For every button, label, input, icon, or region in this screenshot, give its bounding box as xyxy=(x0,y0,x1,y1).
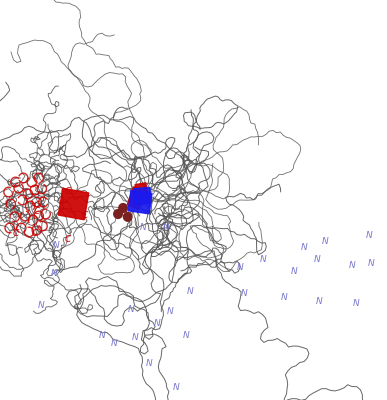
Text: N: N xyxy=(353,300,360,308)
Circle shape xyxy=(114,210,122,218)
Text: N: N xyxy=(368,260,375,268)
Text: N: N xyxy=(37,302,44,310)
Circle shape xyxy=(119,204,127,212)
Text: N: N xyxy=(53,242,60,250)
Text: N: N xyxy=(314,256,321,264)
Text: N: N xyxy=(51,270,58,278)
Text: N: N xyxy=(300,244,307,252)
Text: N: N xyxy=(316,298,323,306)
Text: C: C xyxy=(82,212,88,220)
Text: N: N xyxy=(349,262,356,270)
Text: C: C xyxy=(12,230,19,238)
Circle shape xyxy=(123,212,132,221)
Text: N: N xyxy=(132,334,139,342)
Text: C: C xyxy=(65,188,71,196)
Text: N: N xyxy=(240,290,247,298)
Text: N: N xyxy=(236,264,243,272)
Text: C: C xyxy=(34,208,40,216)
Text: N: N xyxy=(163,224,170,232)
Text: N: N xyxy=(182,332,189,340)
Text: N: N xyxy=(140,224,147,232)
Polygon shape xyxy=(134,187,151,205)
Polygon shape xyxy=(58,188,89,220)
Polygon shape xyxy=(127,187,145,209)
Text: C: C xyxy=(32,230,38,238)
Text: N: N xyxy=(186,288,193,296)
Text: N: N xyxy=(322,238,329,246)
Text: N: N xyxy=(146,360,152,368)
Text: N: N xyxy=(291,268,298,276)
Text: N: N xyxy=(366,232,373,240)
Text: N: N xyxy=(128,306,135,314)
Text: N: N xyxy=(153,320,160,328)
Polygon shape xyxy=(135,183,148,200)
Text: N: N xyxy=(99,332,106,340)
Text: N: N xyxy=(281,294,288,302)
Text: N: N xyxy=(167,308,174,316)
Text: N: N xyxy=(173,384,180,392)
Text: N: N xyxy=(111,340,118,348)
Polygon shape xyxy=(128,190,152,214)
Text: N: N xyxy=(260,256,267,264)
Text: C: C xyxy=(65,236,71,244)
